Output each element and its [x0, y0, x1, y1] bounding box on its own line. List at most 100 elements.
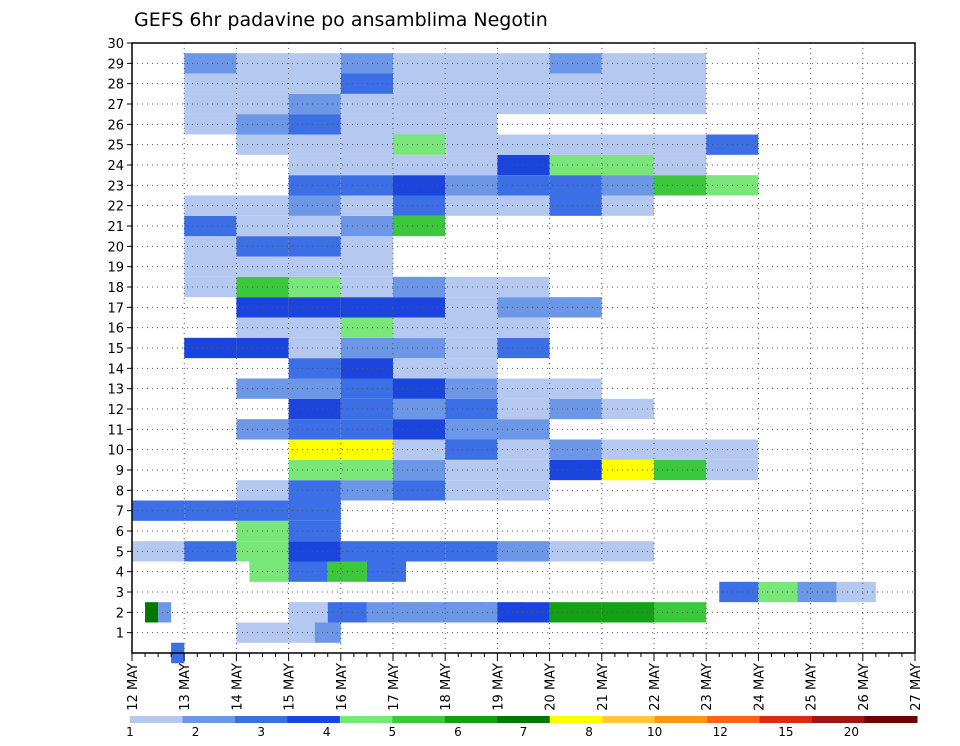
heatmap-cell	[549, 398, 602, 420]
x-tick-label: 26 MAY	[857, 663, 872, 711]
y-tick-label: 21	[107, 220, 124, 235]
y-tick-label: 30	[107, 37, 124, 52]
heatmap-cell	[549, 53, 602, 74]
heatmap-cell	[497, 459, 550, 481]
y-tick-label: 18	[107, 281, 124, 296]
heatmap-cell	[654, 602, 707, 623]
heatmap-cell	[288, 93, 341, 115]
heatmap-cell	[340, 419, 393, 440]
heatmap-cell	[654, 154, 707, 176]
heatmap-cell	[340, 337, 393, 359]
y-tick-label: 24	[107, 159, 124, 174]
heatmap-cell	[288, 154, 341, 176]
heatmap-cell	[393, 114, 446, 135]
heatmap-cell	[497, 297, 550, 318]
heatmap-cell	[393, 134, 446, 155]
y-tick-label: 3	[116, 586, 124, 601]
heatmap-cell	[445, 378, 498, 399]
heatmap-cell	[497, 480, 550, 501]
heatmap-cell	[549, 602, 602, 623]
legend-swatch	[549, 716, 603, 723]
y-tick-label: 2	[116, 606, 124, 621]
heatmap-cell	[393, 73, 446, 94]
heatmap-cell	[288, 297, 341, 318]
heatmap-cell	[340, 439, 393, 460]
heatmap-cell	[145, 602, 159, 623]
heatmap-cell	[340, 215, 393, 237]
heatmap-cell	[288, 215, 341, 237]
y-tick-label: 7	[116, 505, 124, 520]
heatmap-cell	[249, 561, 289, 582]
heatmap-cell	[184, 541, 237, 562]
y-tick-label: 16	[107, 322, 124, 337]
x-tick-label: 19 MAY	[491, 663, 506, 711]
heatmap-cell	[288, 378, 341, 399]
y-tick-label: 27	[107, 98, 124, 113]
heatmap-cell	[340, 195, 393, 216]
heatmap-cell	[184, 256, 237, 277]
heatmap-cell	[288, 134, 341, 155]
heatmap-cell	[445, 337, 498, 359]
heatmap-cell	[288, 439, 341, 460]
legend-label: 15	[778, 725, 793, 739]
heatmap-cell	[288, 622, 315, 643]
y-tick-label: 12	[107, 403, 124, 418]
heatmap-cell	[288, 398, 341, 420]
heatmap-cell	[340, 276, 393, 298]
x-tick-label: 24 MAY	[752, 663, 767, 711]
x-tick-label: 22 MAY	[648, 663, 663, 711]
chart-title: GEFS 6hr padavine po ansamblima Negotin	[134, 9, 548, 31]
heatmap-cell	[445, 459, 498, 481]
heatmap-cell	[654, 73, 707, 94]
x-tick-label: 13 MAY	[178, 663, 193, 711]
legend-swatch	[497, 716, 551, 723]
legend-swatch	[654, 716, 708, 723]
heatmap-cell	[497, 378, 550, 399]
heatmap-cell	[393, 154, 446, 176]
heatmap-cell	[445, 276, 498, 298]
heatmap-cell	[366, 602, 407, 623]
heatmap-cell	[393, 215, 446, 237]
y-tick-label: 4	[116, 566, 124, 581]
heatmap-cell	[132, 541, 185, 562]
heatmap-cell	[184, 276, 237, 298]
heatmap-cell	[445, 195, 498, 216]
legend-label: 8	[585, 725, 593, 739]
heatmap-cell	[393, 439, 446, 460]
heatmap-cell	[340, 73, 393, 94]
x-tick-label: 25 MAY	[805, 663, 820, 711]
heatmap-cell	[340, 114, 393, 135]
y-tick-label: 11	[107, 423, 124, 438]
legend-swatch	[392, 716, 446, 723]
heatmap-cell	[445, 53, 498, 74]
heatmap-cell	[366, 561, 407, 582]
legend: 1 2 3 4 5 6 7 8 10 12 15 20	[126, 716, 918, 739]
heatmap-cell	[445, 419, 498, 440]
heatmap-cell	[393, 93, 446, 115]
y-tick-label: 10	[107, 444, 124, 459]
y-tick-label: 28	[107, 78, 124, 93]
heatmap-cell	[393, 378, 446, 399]
legend-label: 7	[520, 725, 528, 739]
heatmap-cell	[654, 439, 707, 460]
x-axis: 12 MAY 13 MAY 14 MAY 15 MAY 16 MAY 17 MAY 18 M…	[126, 653, 924, 711]
heatmap-cell	[184, 195, 237, 216]
heatmap-cell	[288, 114, 341, 135]
heatmap-cell	[340, 398, 393, 420]
x-tick-label: 16 MAY	[335, 663, 350, 711]
heatmap-cell	[262, 622, 289, 643]
legend-swatch	[287, 716, 341, 723]
y-tick-label: 22	[107, 200, 124, 215]
heatmap-cell	[445, 541, 498, 562]
heatmap-cell	[445, 134, 498, 155]
heatmap-cell	[393, 337, 446, 359]
heatmap-cell	[340, 378, 393, 399]
heatmap-cell	[340, 480, 393, 501]
legend-swatch	[759, 716, 813, 723]
heatmap-cell	[340, 541, 393, 562]
heatmap-cell	[497, 602, 550, 623]
x-tick-label: 21 MAY	[596, 663, 611, 711]
heatmap-cell	[549, 73, 602, 94]
legend-swatch	[444, 716, 498, 723]
x-tick-label: 27 MAY	[909, 663, 924, 711]
